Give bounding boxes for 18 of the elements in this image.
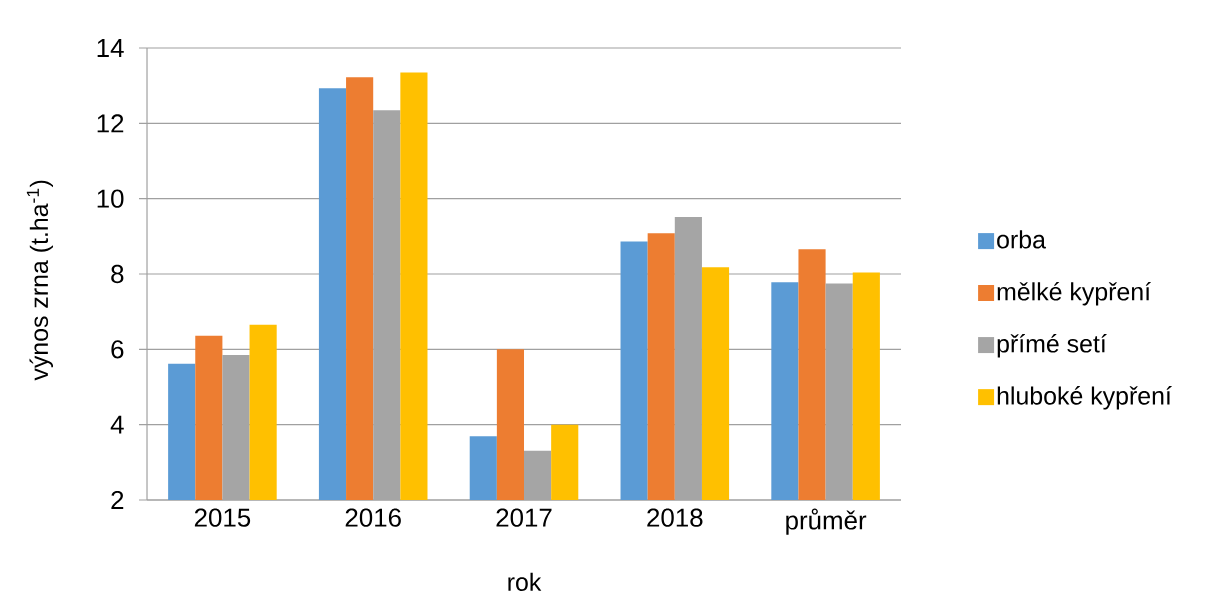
legend-label: přímé setí — [997, 334, 1107, 358]
legend-label: orba — [997, 230, 1046, 249]
y-tick-label: 12 — [97, 114, 124, 133]
y-tick-label: 14 — [97, 39, 124, 57]
x-tick-label: průměr — [786, 508, 867, 535]
y-tick-label: 8 — [111, 264, 124, 284]
x-axis-title: rok — [508, 572, 542, 591]
y-tick-label: 10 — [97, 189, 124, 208]
x-tick-label: 2017 — [496, 508, 552, 527]
y-tick-label: 2 — [111, 490, 124, 510]
legend-label: mělké kypření — [997, 281, 1151, 306]
legend-label: hluboké kypření — [997, 386, 1172, 410]
x-tick-label: 2016 — [345, 508, 401, 527]
x-tick-label: 2015 — [194, 508, 251, 527]
y-tick-label: 4 — [110, 415, 124, 434]
x-tick-label: 2018 — [647, 508, 703, 527]
y-tick-label: 6 — [111, 340, 124, 359]
y-axis-title: výnos zrna (t.ha$^{-1}$) — [26, 180, 54, 381]
